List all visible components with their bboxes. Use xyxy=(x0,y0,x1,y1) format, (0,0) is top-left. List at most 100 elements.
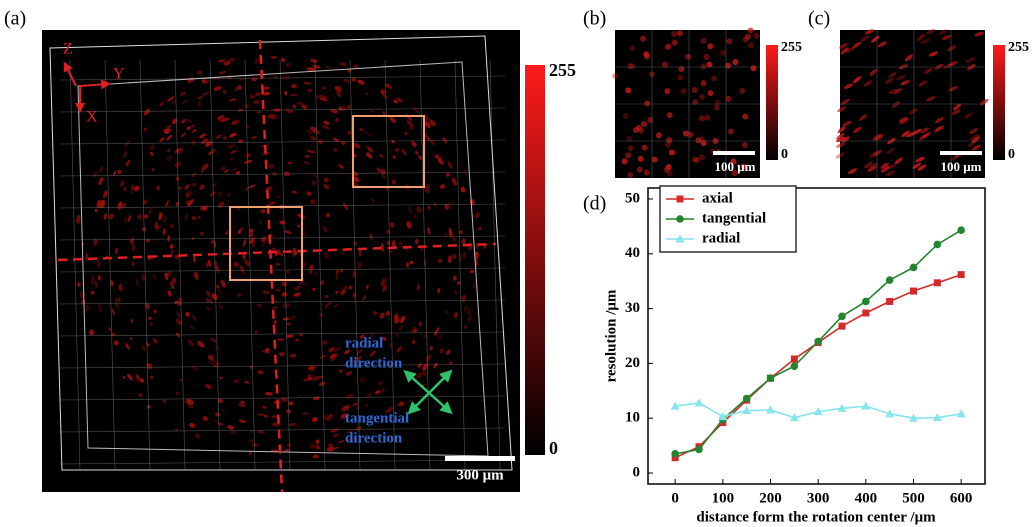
speckle xyxy=(969,128,979,134)
speckle xyxy=(190,325,194,330)
speckle xyxy=(916,34,926,41)
speckle xyxy=(283,449,291,452)
speckle xyxy=(330,108,339,114)
speckle xyxy=(171,277,177,284)
speckle xyxy=(261,239,268,247)
speckle xyxy=(167,290,172,297)
speckle xyxy=(237,229,241,235)
speckle xyxy=(115,247,119,254)
legend-marker xyxy=(676,215,684,223)
speckle xyxy=(920,38,930,45)
panel-b-image xyxy=(612,27,760,179)
speckle xyxy=(627,63,634,70)
speckle xyxy=(938,29,948,35)
speckle xyxy=(251,136,257,139)
speckle xyxy=(196,70,203,75)
speckle xyxy=(221,117,230,123)
speckle xyxy=(333,446,340,450)
speckle xyxy=(300,106,309,109)
speckle xyxy=(439,348,444,354)
speckle xyxy=(188,124,196,130)
speckle xyxy=(143,214,149,219)
speckle xyxy=(207,355,215,361)
speckle xyxy=(131,261,135,267)
speckle xyxy=(136,374,140,378)
data-point xyxy=(932,413,942,422)
speckle xyxy=(933,126,943,133)
speckle xyxy=(217,116,226,122)
speckle xyxy=(472,280,477,290)
data-point xyxy=(695,445,703,454)
speckle xyxy=(425,354,432,362)
speckle xyxy=(356,398,361,402)
speckle xyxy=(288,315,297,320)
speckle xyxy=(309,270,313,275)
grid-overlay xyxy=(384,59,396,471)
speckle xyxy=(131,244,136,252)
speckle xyxy=(691,156,698,163)
speckle xyxy=(281,281,288,287)
data-point xyxy=(956,409,966,418)
speckle xyxy=(314,272,318,276)
speckle xyxy=(231,132,237,137)
speckle xyxy=(237,85,242,90)
speckle xyxy=(843,83,854,89)
speckle xyxy=(309,443,317,449)
speckle xyxy=(343,78,351,83)
speckle xyxy=(342,404,351,409)
speckle xyxy=(229,98,237,102)
grid-overlay xyxy=(454,59,466,471)
speckle xyxy=(337,440,345,444)
speckle xyxy=(130,318,134,323)
speckle xyxy=(312,454,320,459)
speckle xyxy=(622,113,629,120)
speckle xyxy=(233,379,240,384)
speckle xyxy=(205,298,210,302)
speckle xyxy=(852,41,862,49)
speckle xyxy=(192,182,197,187)
speckle xyxy=(319,354,327,359)
speckle xyxy=(971,144,981,151)
speckle xyxy=(312,287,316,291)
x-tick-label: 500 xyxy=(902,490,925,506)
speckle xyxy=(744,33,751,40)
speckle xyxy=(294,292,301,297)
axis-label: Z xyxy=(63,41,73,58)
colorbar-label: 0 xyxy=(781,147,788,162)
speckle xyxy=(216,284,219,288)
speckle xyxy=(707,90,714,97)
speckle xyxy=(185,312,190,317)
speckle xyxy=(165,124,172,130)
speckle xyxy=(148,322,154,327)
speckle xyxy=(256,111,261,114)
speckle xyxy=(262,290,270,295)
speckle xyxy=(965,57,976,63)
speckle xyxy=(685,53,692,60)
speckle xyxy=(405,262,410,268)
speckle xyxy=(216,115,225,120)
speckle xyxy=(365,284,369,290)
speckle xyxy=(474,251,479,259)
speckle xyxy=(181,99,189,105)
grid-overlay xyxy=(59,459,506,465)
speckle xyxy=(359,128,364,132)
speckle xyxy=(391,179,397,185)
annotation: direction xyxy=(345,430,403,446)
speckle xyxy=(454,290,458,295)
speckle xyxy=(113,340,119,346)
speckle xyxy=(951,109,961,115)
speckle xyxy=(695,137,702,144)
speckle xyxy=(151,257,154,262)
speckle xyxy=(293,285,301,291)
speckle xyxy=(434,327,440,336)
speckle xyxy=(625,152,632,159)
speckle xyxy=(915,156,925,163)
speckle xyxy=(311,376,320,381)
speckle xyxy=(664,88,671,95)
speckle xyxy=(148,144,155,151)
speckle xyxy=(166,134,173,141)
data-point xyxy=(789,413,799,422)
speckle xyxy=(225,231,228,235)
speckle xyxy=(202,415,208,421)
speckle xyxy=(636,166,643,173)
